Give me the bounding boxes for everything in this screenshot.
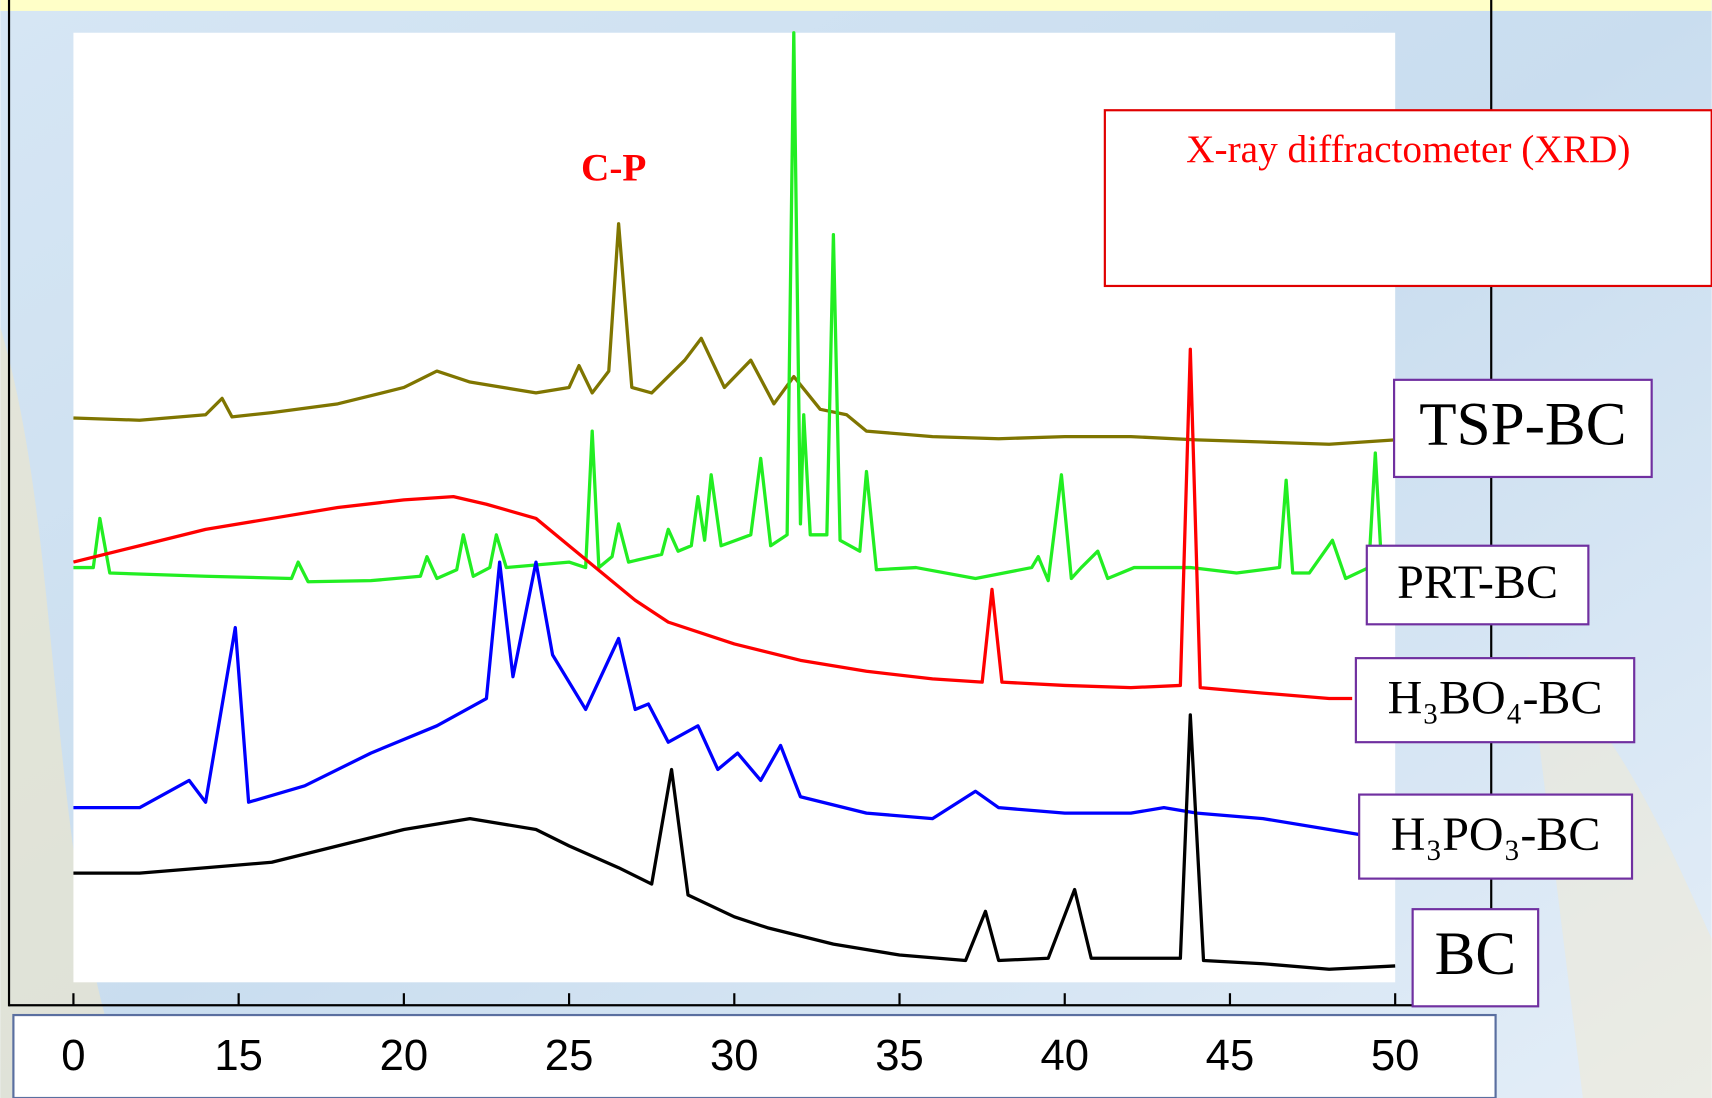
legend-label: H₃PO₃-BC <box>1391 808 1601 861</box>
legend-box <box>1392 378 1653 479</box>
top-strip <box>0 0 1712 11</box>
x-tick-label: 20 <box>380 1031 429 1080</box>
series-line <box>73 560 1363 837</box>
plot <box>73 31 1396 971</box>
legend-box <box>1411 908 1540 1008</box>
x-tick-label: 0 <box>61 1031 85 1080</box>
series-line <box>73 31 1387 590</box>
x-tick-label: 40 <box>1040 1031 1089 1080</box>
series-line <box>73 222 1396 446</box>
x-tick-label: 25 <box>545 1031 594 1080</box>
legend-label: TSP-BC <box>1419 392 1626 459</box>
legend-box <box>1358 793 1634 880</box>
annotation-box <box>1103 109 1712 288</box>
x-tick-label: 50 <box>1371 1031 1420 1080</box>
annotation: X-ray diffractometer (XRD) <box>1186 128 1630 171</box>
legend-box <box>1354 657 1636 744</box>
legend-box <box>1365 544 1590 626</box>
series-line <box>73 347 1353 701</box>
x-tick-label: 35 <box>875 1031 924 1080</box>
x-label-box <box>12 1013 1497 1098</box>
series-line <box>73 713 1396 971</box>
decor <box>0 327 132 1098</box>
x-tick-label: 15 <box>214 1031 263 1080</box>
x-tick-label: 30 <box>710 1031 759 1080</box>
legend-label: PRT-BC <box>1397 556 1558 609</box>
x-tick-label: 45 <box>1206 1031 1255 1080</box>
legend-label: BC <box>1435 921 1517 988</box>
annotation: C-P <box>581 146 646 189</box>
legend-label: H₃BO₄-BC <box>1388 671 1603 724</box>
